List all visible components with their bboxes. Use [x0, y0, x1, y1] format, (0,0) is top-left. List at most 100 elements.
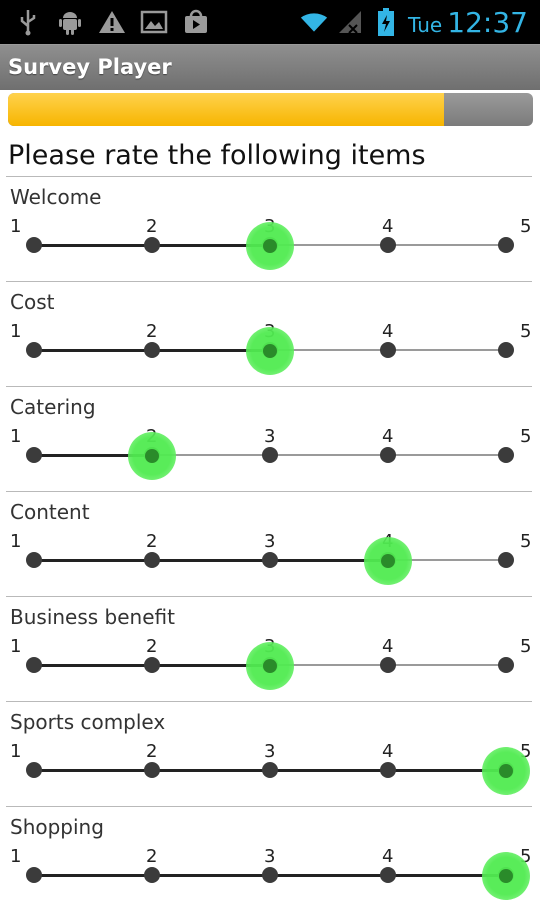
scale-stop-dot[interactable]: [144, 342, 160, 358]
scale-stop-dot[interactable]: [262, 552, 278, 568]
rating-item: Sports complex 1 2 3 4 5: [0, 701, 540, 806]
scale-stop-dot[interactable]: [144, 237, 160, 253]
scale-stop-dot[interactable]: [26, 867, 42, 883]
slider-thumb-center: [145, 449, 159, 463]
scale-tick-label: 4: [382, 216, 394, 237]
rating-item-label: Sports complex: [10, 710, 166, 734]
scale-tick-label: 1: [10, 321, 22, 342]
slider-track-inactive: [388, 559, 506, 561]
notification-icons: [14, 6, 210, 38]
slider-thumb-center: [263, 239, 277, 253]
scale-stop-dot[interactable]: [26, 657, 42, 673]
scale-tick-label: 3: [264, 426, 276, 447]
scale-stop-dot[interactable]: [498, 237, 514, 253]
battery-icon: [372, 8, 400, 36]
scale-tick-label: 2: [146, 531, 158, 552]
divider: [6, 386, 532, 387]
scale-stop-dot[interactable]: [498, 657, 514, 673]
slider-thumb[interactable]: [128, 432, 176, 480]
scale-stop-dot[interactable]: [380, 447, 396, 463]
warning-icon: [98, 8, 126, 36]
scale-tick-label: 1: [10, 741, 22, 762]
page-heading: Please rate the following items: [8, 140, 426, 171]
scale-stop-dot[interactable]: [26, 447, 42, 463]
rating-item-label: Content: [10, 500, 90, 524]
divider: [6, 176, 532, 177]
rating-item: Business benefit12345: [0, 596, 540, 701]
rating-item-label: Business benefit: [10, 605, 175, 629]
scale-stop-dot[interactable]: [262, 762, 278, 778]
scale-tick-label: 5: [520, 531, 532, 552]
scale-tick-label: 2: [146, 636, 158, 657]
scale-stop-dot[interactable]: [26, 237, 42, 253]
scale-stop-dot[interactable]: [380, 867, 396, 883]
scale-stop-dot[interactable]: [144, 552, 160, 568]
slider-thumb[interactable]: [482, 852, 530, 900]
scale-tick-label: 1: [10, 531, 22, 552]
scale-stop-dot[interactable]: [380, 657, 396, 673]
status-bar: Tue 12:37: [0, 0, 540, 44]
scale-tick-label: 2: [146, 321, 158, 342]
slider-thumb[interactable]: [246, 222, 294, 270]
slider-track-inactive: [152, 454, 506, 456]
slider-thumb[interactable]: [364, 537, 412, 585]
divider: [6, 596, 532, 597]
scale-tick-label: 4: [382, 426, 394, 447]
app-title: Survey Player: [8, 55, 172, 79]
scale-stop-dot[interactable]: [498, 447, 514, 463]
slider-thumb-center: [499, 764, 513, 778]
rating-item-label: Welcome: [10, 185, 102, 209]
scale-stop-dot[interactable]: [498, 552, 514, 568]
scale-stop-dot[interactable]: [262, 867, 278, 883]
scale-stop-dot[interactable]: [380, 342, 396, 358]
slider-thumb[interactable]: [246, 327, 294, 375]
scale-stop-dot[interactable]: [144, 867, 160, 883]
rating-item: Catering12345: [0, 386, 540, 491]
scale-stop-dot[interactable]: [26, 342, 42, 358]
scale-stop-dot[interactable]: [144, 657, 160, 673]
scale-tick-label: 5: [520, 216, 532, 237]
scale-tick-label: 5: [520, 741, 532, 762]
scale-tick-label: 2: [146, 741, 158, 762]
play-store-icon: [182, 8, 210, 36]
android-icon: [56, 8, 84, 36]
scale-tick-label: 1: [10, 636, 22, 657]
scale-stop-dot[interactable]: [380, 237, 396, 253]
divider: [6, 281, 532, 282]
scale-tick-label: 1: [10, 426, 22, 447]
usb-icon: [14, 8, 42, 36]
slider-track-active: [34, 559, 388, 562]
slider-thumb[interactable]: [246, 642, 294, 690]
scale-stop-dot[interactable]: [26, 762, 42, 778]
scale-tick-label: 5: [520, 426, 532, 447]
scale-tick-label: 1: [10, 846, 22, 867]
slider-thumb-center: [381, 554, 395, 568]
divider: [6, 491, 532, 492]
action-bar: Survey Player: [0, 44, 540, 90]
slider-thumb[interactable]: [482, 747, 530, 795]
scale-stop-dot[interactable]: [26, 552, 42, 568]
status-clock: 12:37: [447, 5, 528, 39]
scale-tick-label: 3: [264, 846, 276, 867]
rating-item: Welcome12345: [0, 176, 540, 281]
scale-stop-dot[interactable]: [262, 447, 278, 463]
scale-tick-label: 5: [520, 321, 532, 342]
scale-stop-dot[interactable]: [498, 342, 514, 358]
scale-tick-label: 3: [264, 741, 276, 762]
rating-items-list: Welcome 1 2 3 4 5 Cost 1 2 3 4 5 Catering 1 2 3 4 5 Conten…: [0, 176, 540, 900]
scale-tick-label: 5: [520, 846, 532, 867]
scale-stop-dot[interactable]: [380, 762, 396, 778]
progress-fill: [8, 93, 444, 126]
divider: [6, 806, 532, 807]
scale-tick-label: 4: [382, 846, 394, 867]
scale-tick-label: 1: [10, 216, 22, 237]
scale-tick-label: 5: [520, 636, 532, 657]
scale-stop-dot[interactable]: [144, 762, 160, 778]
